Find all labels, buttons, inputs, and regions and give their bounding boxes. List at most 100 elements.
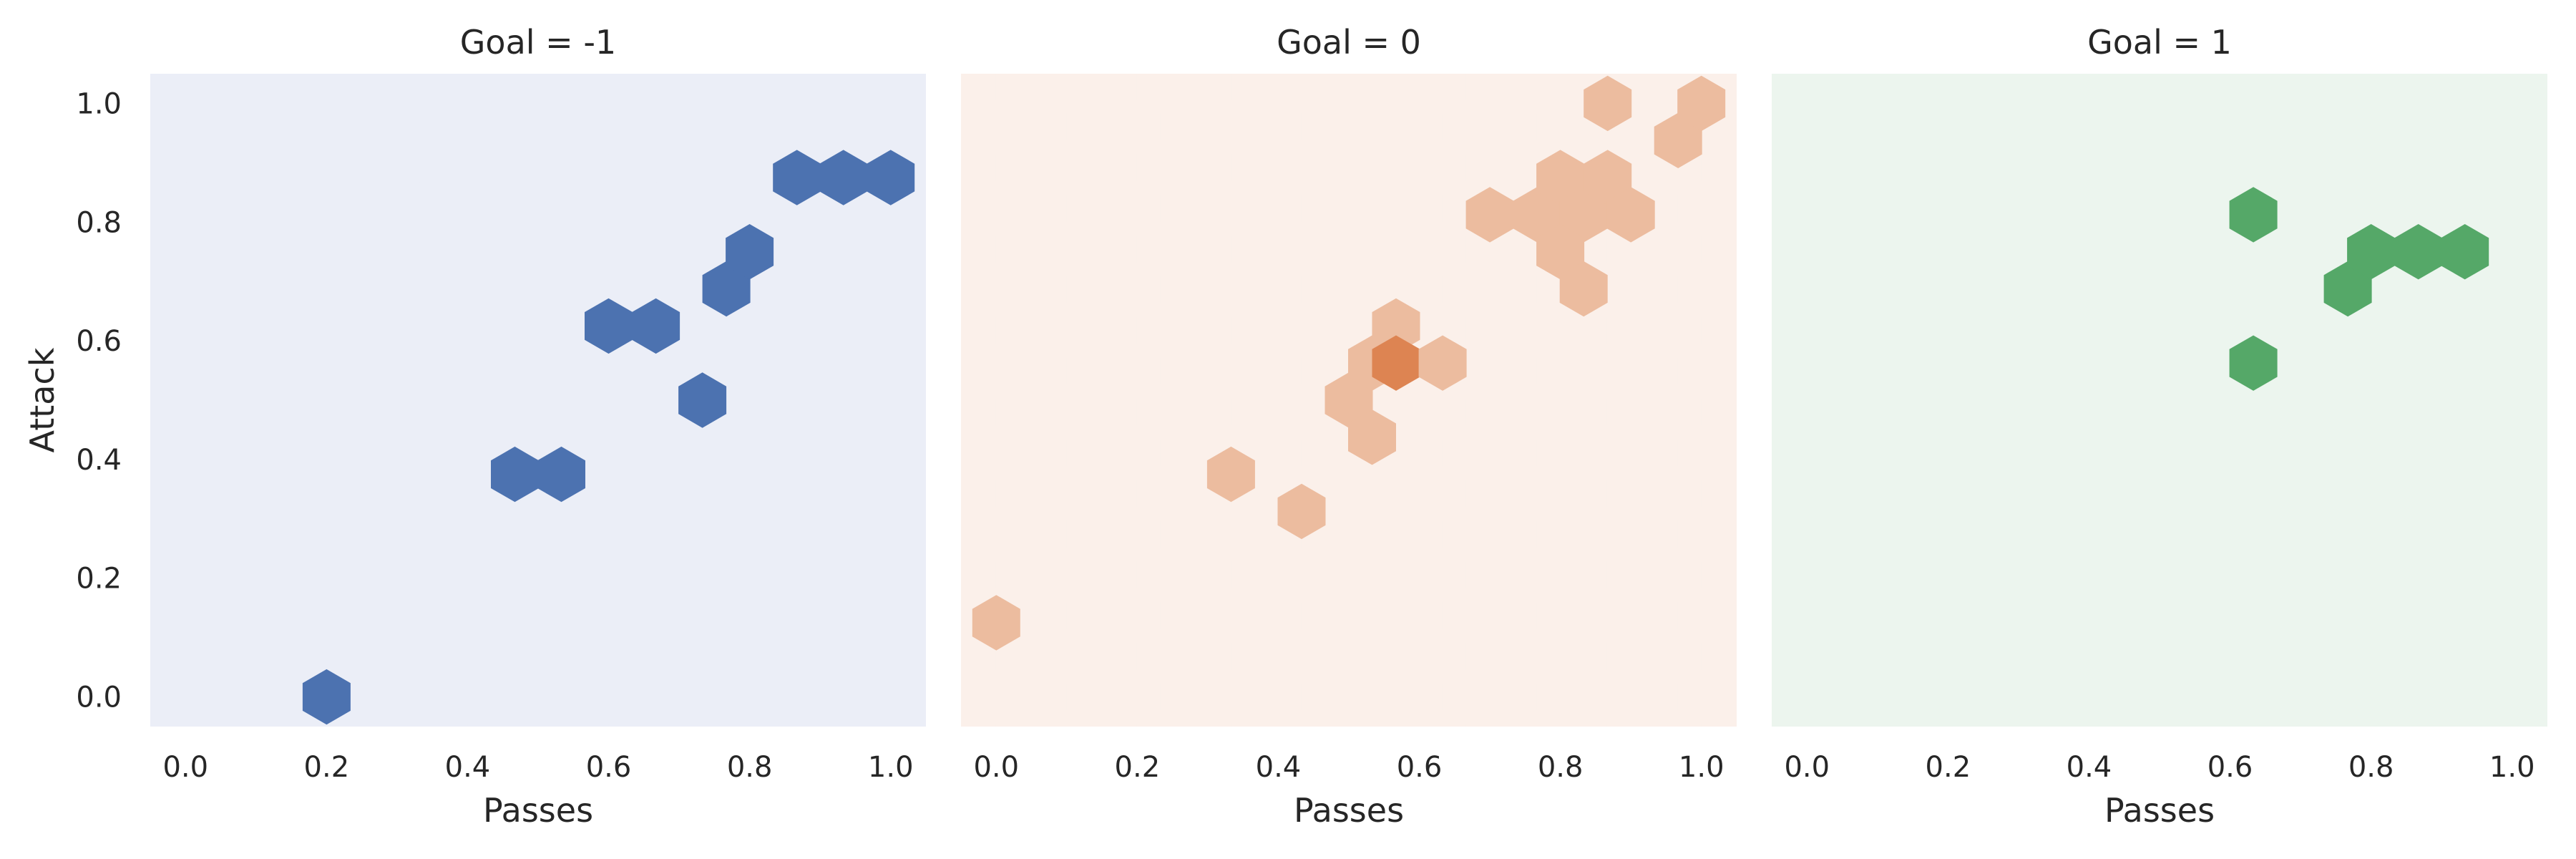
hex-bin-empty [2276, 629, 2325, 684]
hex-bin-empty [279, 302, 327, 359]
hex-bin-empty [2088, 140, 2137, 195]
hex-bin-empty [161, 424, 210, 480]
hex-bin-empty [2394, 506, 2442, 562]
hex-bin-empty [2276, 74, 2325, 114]
hex-bin-empty [1207, 18, 1255, 73]
hex-bin-empty [1536, 506, 1585, 562]
hex-bin-empty [467, 547, 515, 603]
hex-bin-empty [326, 629, 374, 684]
hex-bin-empty [150, 140, 186, 195]
hex-bin-empty [1055, 751, 1103, 806]
hex-bin-empty [232, 384, 280, 440]
hex-bin-empty [2347, 506, 2396, 562]
hex-bin-empty [1043, 74, 1091, 114]
hex-bin-empty [467, 74, 515, 114]
hex-bin-empty [150, 629, 186, 684]
hex-bin-empty [1853, 0, 1901, 32]
x-tick-label: 0.6 [586, 751, 632, 784]
hex-bin-empty [655, 74, 703, 114]
hex-bin-empty [1324, 221, 1373, 277]
hex-bin-empty [443, 261, 492, 318]
hex-bin-empty [726, 99, 774, 155]
hex-bin-empty [1184, 221, 1232, 277]
hex-bin-empty [867, 18, 914, 73]
hex-bin-empty [1136, 140, 1185, 195]
hex-bin-empty [1418, 547, 1467, 603]
hex-bin-empty [820, 751, 868, 806]
hex-bin-empty [2512, 465, 2547, 521]
hex-bin-empty [1395, 669, 1444, 725]
hex-bin-empty [1113, 588, 1161, 644]
hex-bin-empty [150, 187, 163, 230]
hex-bin-empty [1207, 343, 1256, 399]
hex-bin-empty [1923, 343, 1972, 399]
hex-bin-empty [2206, 588, 2255, 644]
hex-bin-empty [2347, 588, 2396, 644]
hex-bin-empty [1043, 465, 1091, 521]
hex-bin-empty [1348, 99, 1397, 155]
hex-bin-empty [490, 588, 539, 644]
hex-bin-empty [326, 74, 374, 114]
hex-bin-empty [1971, 343, 2019, 399]
hex-bin-empty [2535, 751, 2576, 806]
hex-bin-empty [1066, 180, 1115, 236]
hex-bin-empty [490, 343, 539, 399]
hex-bin-empty [467, 221, 515, 277]
hex-bin-empty [1877, 261, 1926, 318]
hex-bin-empty [2159, 588, 2207, 644]
hex-bin-empty [2559, 465, 2576, 520]
hex-bin-empty [396, 261, 445, 318]
hex-bin-empty [232, 629, 280, 684]
hex-bin-empty [2253, 588, 2301, 644]
hex-bin [867, 150, 915, 205]
hex-bin-empty [2323, 384, 2372, 440]
hex-bin-empty [1513, 629, 1561, 684]
hex-bin-empty [1560, 0, 1608, 32]
hex-bin-empty [232, 302, 280, 359]
hex-bin-empty [2347, 669, 2396, 725]
hex-bin-empty [1231, 0, 1279, 32]
hex-bin-empty [396, 751, 444, 806]
hex-bin-empty [1418, 629, 1467, 684]
hex-bin-empty [1043, 221, 1091, 277]
y-tick-label: 0.2 [76, 563, 122, 596]
hex-bin-empty [1442, 588, 1491, 644]
hex-bin-empty [772, 424, 821, 480]
hex-bin-empty [749, 629, 797, 684]
hex-bin-empty [678, 424, 727, 480]
hex-bin-empty [1090, 465, 1138, 521]
hex-bin-empty [1066, 506, 1115, 562]
hex-bin-empty [1207, 180, 1256, 236]
hex-bin-empty [67, 588, 115, 643]
hex-bin-empty [208, 669, 257, 725]
hex-bin-empty [1231, 140, 1279, 195]
hex-bin-empty [995, 302, 1044, 359]
hex-bin-empty [1947, 74, 1996, 114]
hex-bin-empty [819, 261, 868, 318]
hex-bin-empty [913, 431, 926, 474]
hex-bin-empty [1090, 221, 1138, 277]
hex-bin-empty [2206, 261, 2255, 318]
hex-bin-empty [913, 187, 926, 230]
hex-bin-empty [1772, 18, 1820, 73]
hex-bin-empty [2159, 669, 2207, 725]
hex-bin-empty [1277, 709, 1326, 727]
hex-bin-empty [1701, 709, 1737, 727]
hex-bin-empty [819, 588, 868, 644]
hex-bin-empty [1971, 99, 2019, 155]
hex-bin-empty [1043, 384, 1091, 440]
hex-bin-empty [420, 629, 469, 684]
hex-bin-empty [232, 140, 280, 195]
hex-bin-empty [161, 343, 210, 399]
hex-bin-empty [467, 629, 515, 684]
hex-bin-empty [1113, 343, 1161, 399]
hex-bin-empty [1395, 180, 1444, 236]
hex-bin-empty [913, 676, 926, 718]
hex-bin-empty [843, 0, 891, 32]
hex-bin-empty [349, 669, 398, 725]
hex-bin-empty [1560, 629, 1608, 684]
hex-bin-empty [349, 424, 398, 480]
hex-bin-empty [2088, 221, 2137, 277]
hex-bin-empty [890, 74, 926, 114]
hex-bin-empty [1184, 302, 1232, 359]
